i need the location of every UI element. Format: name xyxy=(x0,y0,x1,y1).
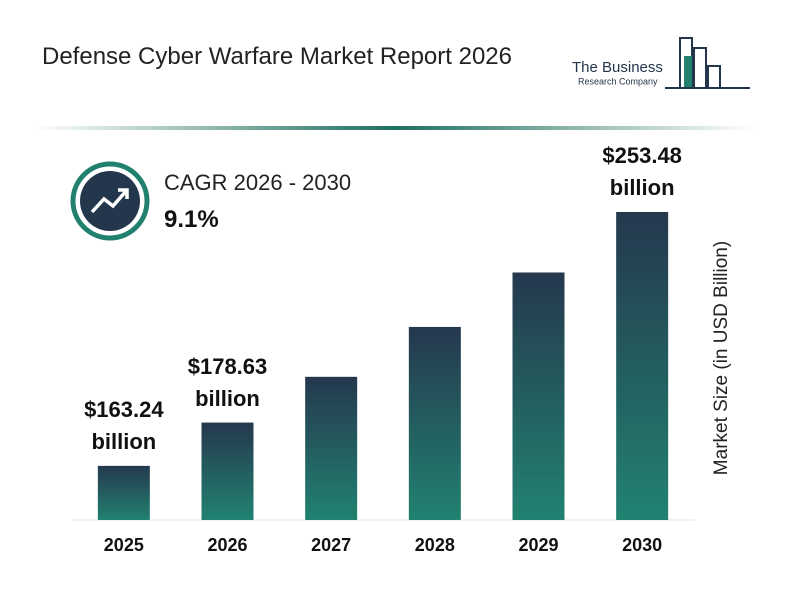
cagr-label: CAGR 2026 - 2030 xyxy=(164,170,352,195)
value-label: $178.63 billion xyxy=(187,353,268,411)
x-tick-label: 2029 xyxy=(518,535,558,555)
bar xyxy=(512,272,565,520)
bar xyxy=(305,376,358,520)
bar xyxy=(97,465,150,520)
separator xyxy=(35,126,755,130)
x-tick-label: 2027 xyxy=(311,535,351,555)
bar xyxy=(201,422,254,520)
x-tick-label: 2026 xyxy=(207,535,247,555)
x-tick-label: 2030 xyxy=(622,535,662,555)
chart-title: Defense Cyber Warfare Market Report 2026 xyxy=(42,43,512,70)
value-label: $253.48 billion xyxy=(602,142,682,200)
x-tick-label: 2025 xyxy=(104,535,144,555)
cagr-icon xyxy=(70,161,150,241)
logo-name: The Business xyxy=(572,59,663,76)
bar xyxy=(408,326,461,520)
logo: The Business Research Company xyxy=(572,37,750,89)
value-label: $163.24 billion xyxy=(84,396,164,454)
x-tick-label: 2028 xyxy=(415,535,455,555)
y-axis-label: Market Size (in USD Billion) xyxy=(711,241,732,475)
bar xyxy=(616,211,669,520)
cagr-value: 9.1% xyxy=(164,206,219,233)
logo-subname: Research Company xyxy=(578,76,658,86)
